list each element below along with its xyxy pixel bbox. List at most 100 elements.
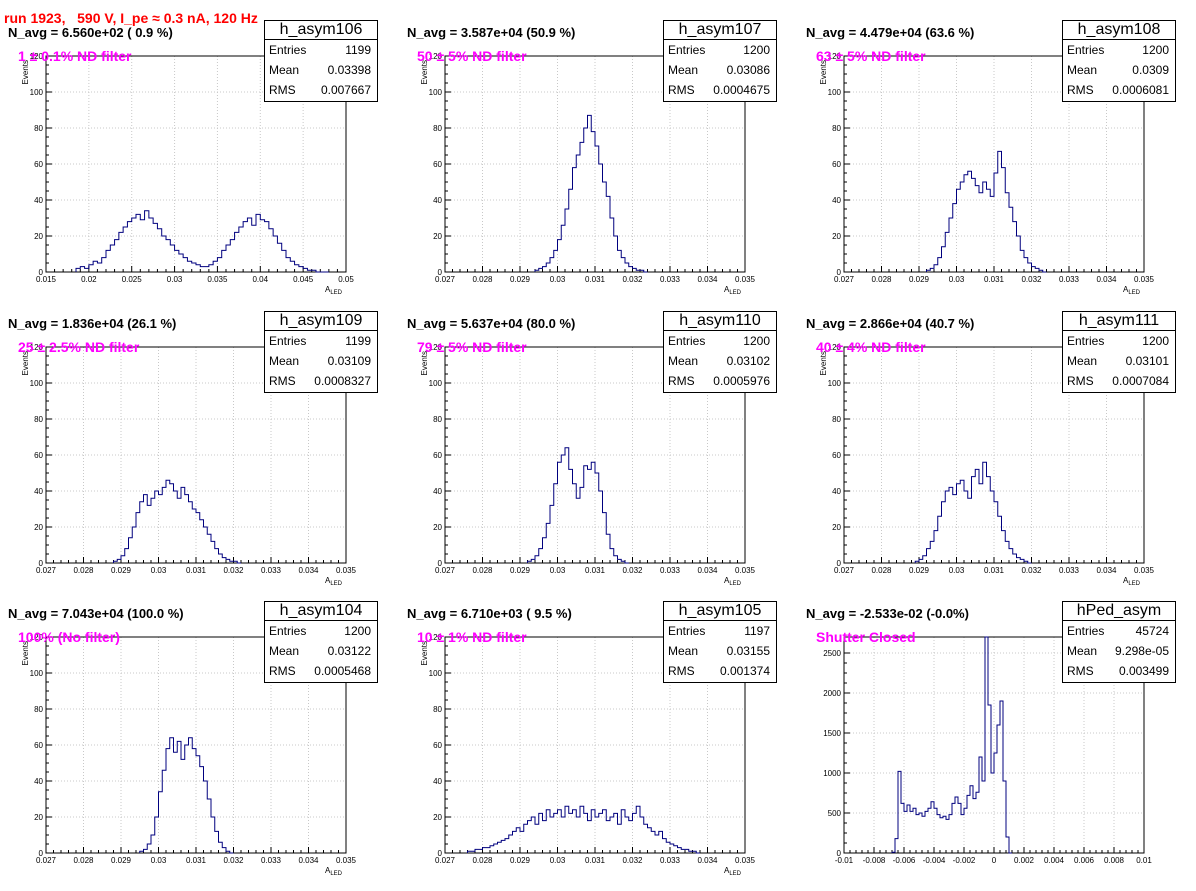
stats-entries-value: 45724	[1135, 624, 1169, 638]
histogram-title: h_asym108	[1063, 21, 1175, 40]
x-tick-label: -0.008	[863, 856, 886, 865]
y-axis-label: Events	[819, 351, 828, 375]
y-tick-label: 120	[429, 343, 443, 352]
x-axis-label: ALED	[325, 576, 343, 587]
y-tick-label: 40	[34, 777, 43, 786]
filter-label: 100% (No filter)	[18, 629, 120, 645]
y-tick-label: 0	[39, 849, 44, 858]
navg-label: N_avg = 1.836e+04 (26.1 %)	[8, 316, 177, 331]
stats-rms-label: RMS	[1067, 374, 1094, 388]
stats-mean-value: 9.298e-05	[1114, 644, 1169, 658]
x-tick-label: 0.032	[622, 275, 643, 284]
histogram-title: h_asym111	[1063, 312, 1175, 331]
filter-label: Shutter Closed	[816, 629, 916, 645]
stats-rms-row: RMS 0.0005976	[664, 371, 776, 391]
stats-mean-row: Mean 0.03122	[265, 641, 377, 661]
x-tick-label: 0.033	[261, 566, 282, 575]
y-tick-label: 0	[438, 849, 443, 858]
stats-rms-label: RMS	[1067, 83, 1094, 97]
x-tick-label: 0.027	[36, 856, 57, 865]
x-tick-label: 0.028	[472, 856, 493, 865]
histogram-plot: 0.027 0.028 0.029 0.03 0.031 0.032 0.033 0.034 0…	[819, 343, 1155, 587]
x-tick-label: 0.015	[36, 275, 57, 284]
x-tick-label: 0.031	[984, 275, 1005, 284]
y-tick-label: 0	[39, 268, 44, 277]
histogram-series-h_asym106	[75, 210, 329, 273]
x-tick-label: 0.033	[660, 275, 681, 284]
histogram-pad-h_asym109: 0.027 0.028 0.029 0.03 0.031 0.032 0.033 0.034 0…	[0, 311, 398, 601]
histogram-title: hPed_asym	[1063, 602, 1175, 621]
x-tick-label: 0.031	[186, 566, 207, 575]
y-tick-label: 120	[30, 52, 44, 61]
stats-rms-row: RMS 0.0006081	[1063, 80, 1175, 100]
y-tick-label: 0	[837, 559, 842, 568]
filter-label: 1 ± 0.1% ND filter	[18, 48, 132, 64]
x-tick-label: -0.01	[835, 856, 854, 865]
x-tick-label: 0	[992, 856, 997, 865]
y-tick-label: 1500	[823, 729, 841, 738]
stats-entries-row: Entries 1200	[664, 40, 776, 60]
x-tick-label: 0.027	[834, 275, 855, 284]
stats-rms-label: RMS	[269, 664, 296, 678]
x-tick-label: 0.04	[252, 275, 268, 284]
y-tick-label: 80	[433, 124, 442, 133]
y-tick-label: 80	[433, 705, 442, 714]
y-tick-label: 100	[30, 379, 44, 388]
x-tick-label: 0.05	[338, 275, 354, 284]
y-tick-label: 120	[828, 52, 842, 61]
histogram-series-hPed_asym	[891, 636, 1012, 854]
y-tick-label: 80	[34, 415, 43, 424]
x-tick-label: 0.027	[435, 856, 456, 865]
histogram-pad-h_asym106: 0.015 0.02 0.025 0.03 0.035 0.04 0.045 0.05 0 20 4…	[0, 20, 398, 310]
y-tick-label: 100	[429, 379, 443, 388]
stats-rms-label: RMS	[1067, 664, 1094, 678]
y-tick-label: 60	[34, 451, 43, 460]
stats-mean-label: Mean	[1067, 63, 1098, 77]
histogram-series-h_asym110	[527, 447, 629, 564]
x-tick-label: 0.032	[622, 566, 643, 575]
y-tick-label: 20	[433, 813, 442, 822]
y-tick-label: 100	[828, 88, 842, 97]
histogram-series-h_asym107	[534, 114, 648, 273]
y-tick-label: 60	[433, 451, 442, 460]
y-tick-label: 2000	[823, 689, 841, 698]
x-tick-label: 0.035	[207, 275, 228, 284]
stats-entries-row: Entries 1200	[1063, 331, 1175, 351]
x-tick-label: 0.01	[1136, 856, 1152, 865]
y-axis-label: Events	[21, 60, 30, 84]
histogram-pad-h_asym110: 0.027 0.028 0.029 0.03 0.031 0.032 0.033 0.034 0…	[399, 311, 797, 601]
y-axis-label: Events	[21, 641, 30, 665]
x-tick-label: 0.035	[336, 856, 357, 865]
y-tick-label: 0	[438, 268, 443, 277]
y-tick-label: 100	[429, 669, 443, 678]
filter-label: 40 ± 4% ND filter	[816, 339, 926, 355]
y-tick-label: 60	[433, 160, 442, 169]
stats-rms-label: RMS	[668, 374, 695, 388]
x-tick-label: 0.035	[735, 566, 756, 575]
stats-box: h_asym104 Entries 1200 Mean 0.03122 RMS 0.0005…	[264, 601, 378, 683]
stats-rms-row: RMS 0.0005468	[265, 661, 377, 681]
stats-entries-value: 1200	[344, 624, 371, 638]
x-tick-label: -0.004	[923, 856, 946, 865]
x-tick-label: 0.029	[909, 566, 930, 575]
x-tick-label: 0.03	[550, 566, 566, 575]
y-tick-label: 40	[832, 196, 841, 205]
x-tick-label: 0.028	[73, 566, 94, 575]
histogram-series-h_asym111	[914, 461, 1032, 564]
x-tick-label: 0.031	[585, 566, 606, 575]
stats-box: h_asym111 Entries 1200 Mean 0.03101 RMS 0.0007…	[1062, 311, 1176, 393]
navg-label: N_avg = 5.637e+04 (80.0 %)	[407, 316, 576, 331]
y-tick-label: 20	[34, 232, 43, 241]
stats-rms-value: 0.0007084	[1112, 374, 1169, 388]
y-tick-label: 120	[429, 52, 443, 61]
navg-label: N_avg = 6.710e+03 ( 9.5 %)	[407, 606, 572, 621]
stats-entries-value: 1200	[1142, 43, 1169, 57]
y-tick-label: 80	[832, 124, 841, 133]
stats-mean-label: Mean	[1067, 354, 1098, 368]
x-tick-label: 0.033	[1059, 275, 1080, 284]
x-axis-label: ALED	[724, 285, 742, 296]
filter-label: 10 ± 1% ND filter	[417, 629, 527, 645]
stats-mean-label: Mean	[269, 354, 300, 368]
filter-label: 63 ± 5% ND filter	[816, 48, 926, 64]
x-tick-label: 0.02	[81, 275, 97, 284]
